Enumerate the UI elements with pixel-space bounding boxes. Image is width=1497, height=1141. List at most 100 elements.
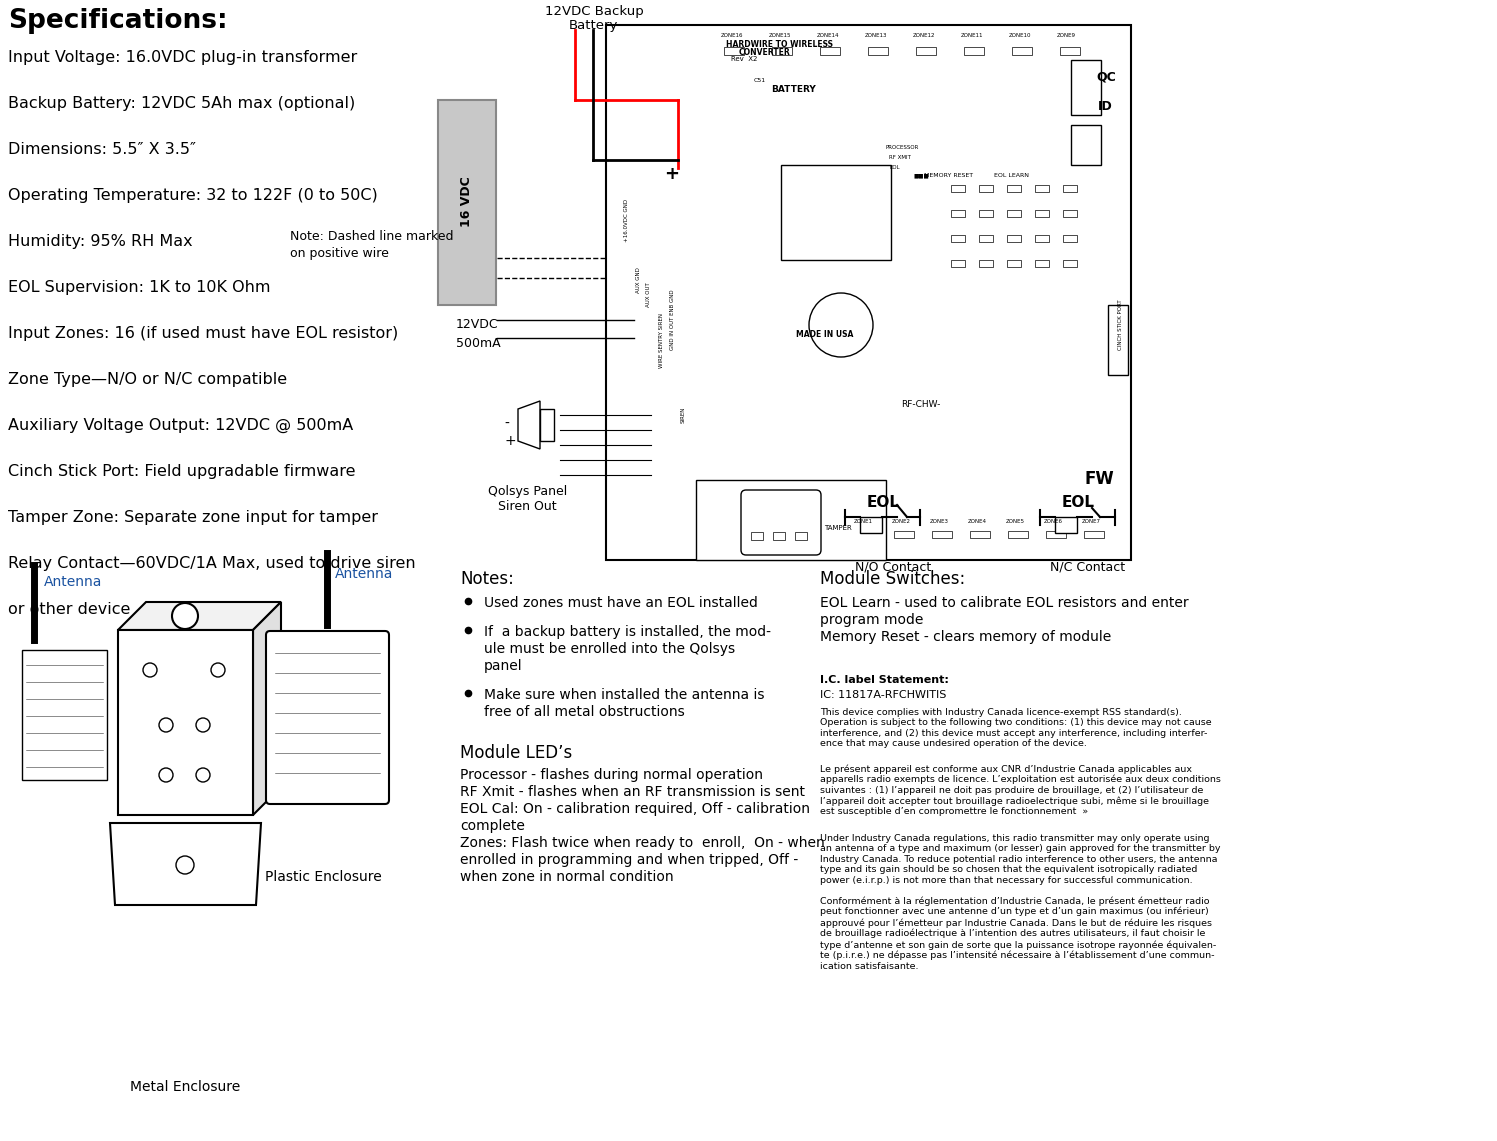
Bar [1063,185,1076,192]
Text: N/C Contact: N/C Contact [1049,560,1126,573]
FancyBboxPatch shape [741,489,820,555]
Text: Plastic Enclosure: Plastic Enclosure [265,869,382,884]
Bar [1034,210,1049,217]
Text: Relay Contact—60VDC/1A Max, used to drive siren: Relay Contact—60VDC/1A Max, used to driv… [7,556,416,570]
Bar [1070,126,1100,165]
Text: Qolsys Panel: Qolsys Panel [488,485,567,497]
Bar [951,210,966,217]
Text: free of all metal obstructions: free of all metal obstructions [484,705,684,719]
Text: +16.0VDC GND: +16.0VDC GND [624,199,629,242]
Text: ZONE6: ZONE6 [1043,519,1063,524]
Bar [1063,260,1076,267]
Text: Metal Enclosure: Metal Enclosure [130,1081,240,1094]
Text: ZONE15: ZONE15 [769,33,792,38]
Text: when zone in normal condition: when zone in normal condition [460,869,674,884]
Bar [772,532,784,540]
Text: Zones: Flash twice when ready to  enroll,  On - when: Zones: Flash twice when ready to enroll,… [460,836,825,850]
Text: on positive wire: on positive wire [290,246,389,260]
Text: EOL Cal: On - calibration required, Off - calibration: EOL Cal: On - calibration required, Off … [460,802,810,816]
Bar [1034,185,1049,192]
Text: CINCH STICK PORT: CINCH STICK PORT [1117,300,1123,350]
Bar [951,260,966,267]
Text: Cinch Stick Port: Field upgradable firmware: Cinch Stick Port: Field upgradable firmw… [7,464,355,479]
Text: Module LED’s: Module LED’s [460,744,572,762]
Bar [1055,517,1076,533]
Bar [1007,235,1021,242]
Text: Backup Battery: 12VDC 5Ah max (optional): Backup Battery: 12VDC 5Ah max (optional) [7,96,355,111]
Text: complete: complete [460,819,525,833]
Text: Processor - flashes during normal operation: Processor - flashes during normal operat… [460,768,763,782]
Bar [1007,185,1021,192]
Bar [894,531,915,539]
Text: This device complies with Industry Canada licence-exempt RSS standard(s).
Operat: This device complies with Industry Canad… [820,709,1211,748]
Bar [916,47,936,55]
Text: Tamper Zone: Separate zone input for tamper: Tamper Zone: Separate zone input for tam… [7,510,379,525]
Polygon shape [109,823,260,905]
Bar [814,531,834,539]
Bar [979,210,993,217]
Text: 16 VDC: 16 VDC [461,177,473,227]
Text: EOL: EOL [867,495,900,510]
Text: Module Switches:: Module Switches: [820,570,966,588]
Text: AUX GND: AUX GND [636,267,641,293]
Text: ZONE5: ZONE5 [1006,519,1025,524]
Text: AUX OUT: AUX OUT [647,283,651,307]
Text: ID: ID [1097,100,1112,113]
Bar [22,650,106,780]
Text: FW: FW [1084,470,1114,488]
Bar [696,480,886,560]
Text: program mode: program mode [820,613,924,628]
Text: Dimensions: 5.5″ X 3.5″: Dimensions: 5.5″ X 3.5″ [7,141,196,157]
Text: EOL Supervision: 1K to 10K Ohm: EOL Supervision: 1K to 10K Ohm [7,280,271,296]
Text: Memory Reset - clears memory of module: Memory Reset - clears memory of module [820,630,1111,644]
Text: If  a backup battery is installed, the mod-: If a backup battery is installed, the mo… [484,625,771,639]
Circle shape [172,602,198,629]
Circle shape [144,663,157,677]
Text: 12VDC Backup: 12VDC Backup [545,5,644,18]
Bar [1063,235,1076,242]
Text: MEMORY RESET: MEMORY RESET [924,173,973,178]
Text: ule must be enrolled into the Qolsys: ule must be enrolled into the Qolsys [484,642,735,656]
Text: or other device: or other device [7,602,130,617]
Text: Input Voltage: 16.0VDC plug-in transformer: Input Voltage: 16.0VDC plug-in transform… [7,50,358,65]
Bar [606,25,1132,560]
Bar [540,408,554,442]
Bar [795,532,807,540]
Text: RF XMIT: RF XMIT [889,155,910,160]
Bar [933,531,952,539]
Circle shape [196,718,210,733]
Bar [868,47,888,55]
Text: IC: 11817A-RFCHWITIS: IC: 11817A-RFCHWITIS [820,690,946,699]
Bar [856,531,876,539]
Text: panel: panel [484,659,522,673]
Bar [1007,210,1021,217]
Text: ZONE1: ZONE1 [853,519,873,524]
Bar [1108,305,1129,375]
Text: Rev  X2: Rev X2 [731,56,757,62]
FancyBboxPatch shape [266,631,389,804]
Text: EOL LEARN: EOL LEARN [994,173,1028,178]
Text: RF Xmit - flashes when an RF transmission is sent: RF Xmit - flashes when an RF transmissio… [460,785,805,799]
Text: MADE IN USA: MADE IN USA [796,330,853,339]
Bar [1034,235,1049,242]
Bar [1034,260,1049,267]
Bar [772,47,792,55]
Bar [1070,60,1100,115]
Text: Input Zones: 16 (if used must have EOL resistor): Input Zones: 16 (if used must have EOL r… [7,326,398,341]
Text: N/O Contact: N/O Contact [855,560,931,573]
Bar [118,630,253,815]
Text: +: + [504,434,515,448]
Bar [1007,531,1028,539]
Bar [1060,47,1079,55]
Text: ZONE13: ZONE13 [865,33,888,38]
Text: GND IN OUT ENB GND: GND IN OUT ENB GND [671,290,675,350]
Text: Humidity: 95% RH Max: Humidity: 95% RH Max [7,234,193,249]
Bar [1046,531,1066,539]
Text: Siren Out: Siren Out [499,500,557,513]
Text: C51: C51 [754,78,766,83]
Text: ZONE11: ZONE11 [961,33,984,38]
Text: ZONE10: ZONE10 [1009,33,1031,38]
Bar [1012,47,1031,55]
Text: ZONE14: ZONE14 [817,33,840,38]
Text: 12VDC: 12VDC [457,318,499,331]
